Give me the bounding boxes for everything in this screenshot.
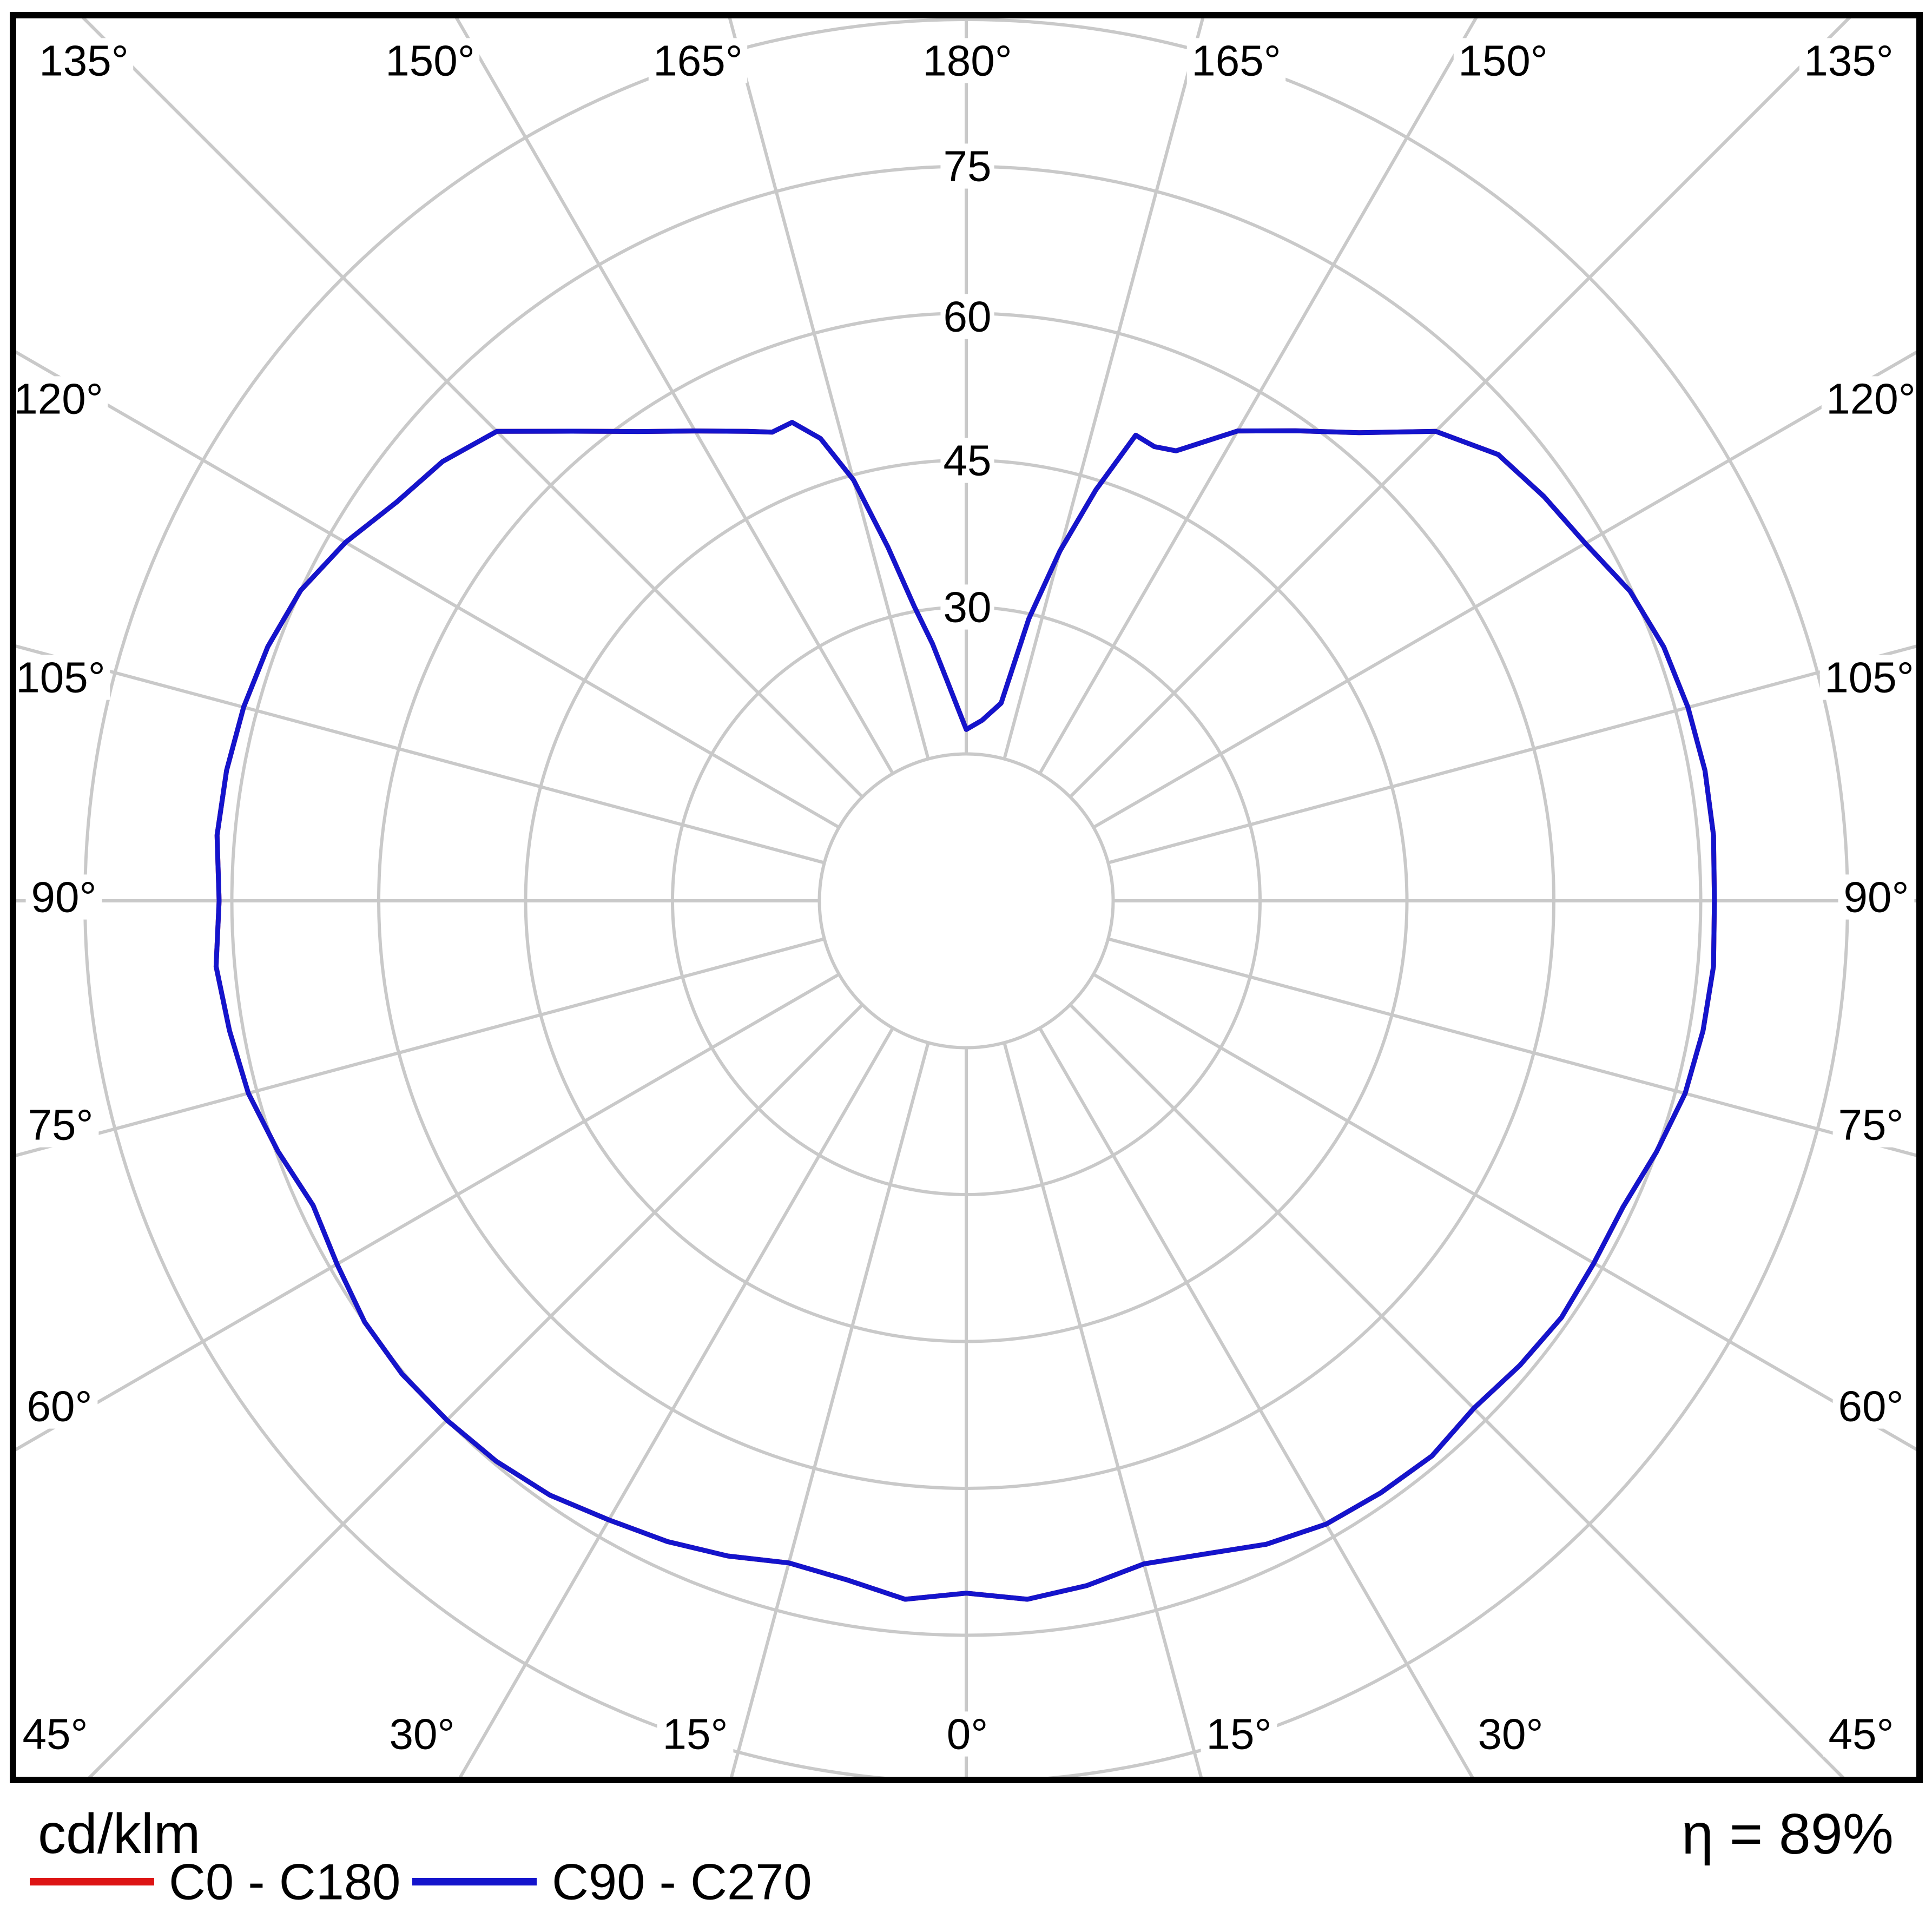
grid-spoke-210 xyxy=(453,15,894,775)
grid-spoke-165 xyxy=(1003,15,1205,760)
intensity-curves xyxy=(213,420,1717,1602)
angle-label-11-bg xyxy=(21,1383,98,1429)
radial-tick-label-1: 60 xyxy=(944,293,992,341)
angle-label-6: 135° xyxy=(1804,37,1893,85)
angle-label-14-bg xyxy=(1819,655,1919,700)
angle-label-22: 15° xyxy=(1206,1710,1272,1758)
angle-label-21-bg xyxy=(940,1711,994,1757)
radial-tick-label-2-bg xyxy=(940,438,994,483)
legend-label-c0-c180: C0 - C180 xyxy=(169,1854,400,1910)
angle-label-17: 60° xyxy=(1838,1382,1904,1430)
angle-label-19: 30° xyxy=(390,1710,455,1758)
grid-spoke-60 xyxy=(1092,973,1920,1453)
angle-label-11: 60° xyxy=(27,1382,93,1430)
grid-spoke-135 xyxy=(1069,15,1855,799)
angle-label-6-bg xyxy=(1799,38,1898,83)
angle-label-15-bg xyxy=(1838,874,1915,920)
angle-label-21: 0° xyxy=(947,1710,988,1758)
radial-tick-label-3-bg xyxy=(940,584,994,630)
grid-spoke-45 xyxy=(1069,1003,1848,1780)
efficiency-value: η = 89% xyxy=(1682,1802,1894,1866)
angle-label-13-bg xyxy=(1821,376,1921,421)
angle-label-16: 75° xyxy=(1838,1101,1904,1149)
angle-label-20-bg xyxy=(657,1711,734,1757)
radial-tick-label-2: 45 xyxy=(944,437,992,485)
angle-label-1-bg xyxy=(380,38,480,83)
grid-spoke-150 xyxy=(1038,15,1480,775)
angle-label-17-bg xyxy=(1832,1383,1909,1429)
angle-label-7-bg xyxy=(9,376,108,421)
angle-label-0: 135° xyxy=(39,37,128,85)
legend-label-c90-c270: C90 - C270 xyxy=(552,1854,812,1910)
angle-label-3: 180° xyxy=(922,37,1012,85)
grid-spoke-240 xyxy=(13,348,840,829)
angle-label-1: 150° xyxy=(385,37,474,85)
grid-spoke-285 xyxy=(13,937,825,1158)
angle-label-12-bg xyxy=(17,1711,94,1757)
angle-label-2: 165° xyxy=(653,37,742,85)
angle-label-0-bg xyxy=(34,38,134,83)
grid-spoke-30 xyxy=(1038,1027,1476,1780)
angle-label-10: 75° xyxy=(28,1101,94,1149)
plot-border xyxy=(10,12,1923,1783)
grid-spoke-345 xyxy=(729,1042,930,1780)
angle-label-3-bg xyxy=(918,38,1017,83)
grid-spoke-330 xyxy=(457,1027,894,1780)
axis-labels: 135° 150° 165° 180° 165° 150° 135° 120° 105° 90° 7… xyxy=(9,37,1921,1758)
angle-label-2-bg xyxy=(648,38,748,83)
angle-label-23-bg xyxy=(1472,1711,1549,1757)
angle-label-15: 90° xyxy=(1844,873,1909,921)
units-label: cd/klm xyxy=(38,1803,200,1865)
angle-label-7: 120° xyxy=(14,375,103,423)
footer: cd/klm η = 89% C0 - C180 C90 - C270 xyxy=(30,1802,1894,1910)
angle-label-14: 105° xyxy=(1824,654,1914,702)
angle-label-18: 45° xyxy=(1829,1710,1894,1758)
angle-label-4: 165° xyxy=(1191,37,1281,85)
angle-label-5-bg xyxy=(1453,38,1553,83)
angle-label-22-bg xyxy=(1201,1711,1277,1757)
angle-label-13: 120° xyxy=(1826,375,1915,423)
angle-label-12: 45° xyxy=(23,1710,88,1758)
angle-label-9: 90° xyxy=(31,873,97,921)
grid-spoke-75 xyxy=(1107,937,1920,1158)
grid-spoke-300 xyxy=(13,973,840,1453)
grid-spoke-225 xyxy=(78,15,864,799)
angle-label-8-bg xyxy=(11,655,110,700)
angle-label-9-bg xyxy=(25,874,102,920)
grid-spoke-315 xyxy=(84,1003,864,1780)
angle-label-5: 150° xyxy=(1458,37,1547,85)
angle-label-19-bg xyxy=(384,1711,460,1757)
angle-label-18-bg xyxy=(1823,1711,1900,1757)
radial-tick-label-3: 30 xyxy=(944,583,992,631)
radial-tick-label-1-bg xyxy=(940,294,994,339)
radial-tick-label-0-bg xyxy=(940,143,994,189)
curve-c90-c270 xyxy=(213,420,1717,1602)
grid-spoke-120 xyxy=(1092,348,1920,829)
angle-label-4-bg xyxy=(1186,38,1286,83)
angle-label-20: 15° xyxy=(663,1710,728,1758)
grid-spoke-15 xyxy=(1003,1042,1204,1780)
angle-label-10-bg xyxy=(22,1102,99,1148)
angle-label-8: 105° xyxy=(16,654,105,702)
grid-spoke-195 xyxy=(727,15,930,760)
grid-spoke-105 xyxy=(1107,643,1920,865)
angle-label-23: 30° xyxy=(1478,1710,1544,1758)
radial-tick-label-0: 75 xyxy=(944,142,992,190)
angle-label-16-bg xyxy=(1832,1102,1909,1148)
